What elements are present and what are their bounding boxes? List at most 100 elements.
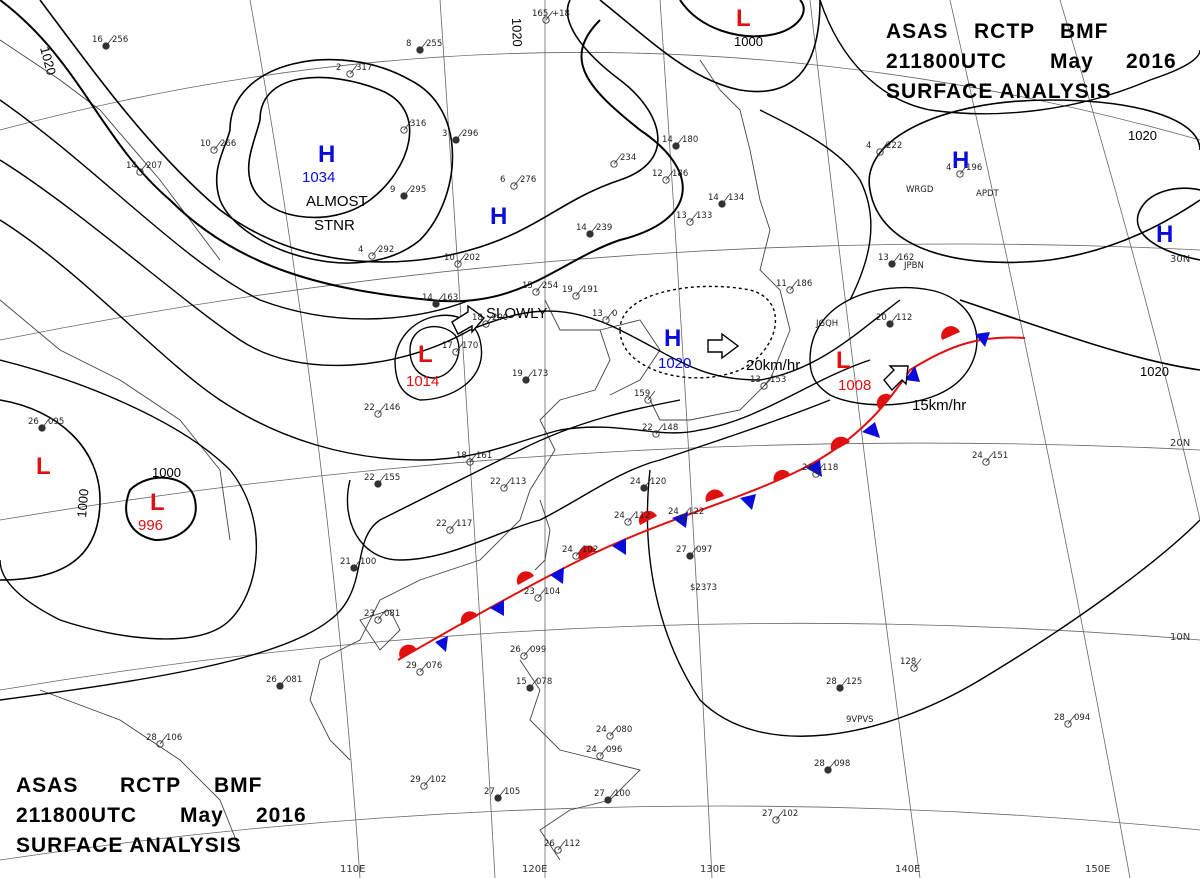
station-plot: 27 102 bbox=[762, 809, 798, 824]
station-pressure: 076 bbox=[426, 661, 442, 671]
station-plot: 24 112 bbox=[614, 511, 650, 526]
station-temperature: 15 bbox=[522, 281, 533, 291]
wind-barb-icon bbox=[423, 776, 432, 787]
header-top-line1-c: BMF bbox=[1060, 20, 1109, 43]
header-bottom-line2-a: 211800UTC bbox=[16, 804, 137, 827]
station-pressure: 105 bbox=[504, 787, 520, 797]
station-plot: 8 255 bbox=[406, 39, 442, 54]
wind-barb-icon bbox=[891, 254, 900, 265]
station-pressure: 081 bbox=[286, 675, 302, 685]
station-temperature: 13 bbox=[592, 309, 603, 319]
station-circle-icon bbox=[760, 382, 768, 390]
station-circle-icon bbox=[876, 148, 884, 156]
station-temperature: 28 bbox=[814, 759, 825, 769]
high-mongolia-value: 1034 bbox=[302, 169, 335, 186]
wind-barb-icon bbox=[675, 136, 684, 147]
station-temperature: 13 bbox=[878, 253, 889, 263]
wind-barb-icon bbox=[469, 452, 478, 463]
station-pressure: 254 bbox=[542, 281, 558, 291]
wind-barb-icon bbox=[139, 162, 148, 173]
station-temperature: 24 bbox=[562, 545, 573, 555]
header-top-line3: SURFACE ANALYSIS bbox=[886, 80, 1112, 103]
header-top-line2-b: May bbox=[1050, 50, 1094, 73]
isobar-label-east-low: 1020 bbox=[1140, 364, 1169, 379]
wind-barb-icon bbox=[607, 790, 616, 801]
wind-barb-icon bbox=[105, 36, 114, 47]
station-temperature: 6 bbox=[500, 175, 505, 185]
wind-barb-icon bbox=[575, 546, 584, 557]
station-pressure: 162 bbox=[898, 253, 914, 263]
wind-barb-icon bbox=[681, 508, 690, 519]
station-plot: 14 239 bbox=[576, 223, 612, 238]
header-top-line2-c: 2016 bbox=[1126, 50, 1177, 73]
station-circle-icon bbox=[610, 160, 618, 168]
station-plot: 15 078 bbox=[516, 677, 552, 692]
station-plot: 18 161 bbox=[456, 451, 492, 466]
station-temperature: 24 bbox=[802, 463, 813, 473]
wind-barb-icon bbox=[525, 370, 534, 381]
wind-barb-icon bbox=[605, 310, 614, 321]
lat-20-label: 20N bbox=[1170, 438, 1190, 449]
station-circle-icon bbox=[910, 664, 918, 672]
slowly-label: SLOWLY bbox=[486, 305, 547, 322]
station-plot: 28 098 bbox=[814, 759, 850, 774]
station-pressure: 173 bbox=[532, 369, 548, 379]
lon-110-label: 110E bbox=[340, 864, 365, 875]
wind-barb-icon bbox=[689, 212, 698, 223]
station-temperature: 22 bbox=[364, 473, 375, 483]
wind-barb-icon bbox=[609, 726, 618, 737]
wind-barb-icon bbox=[575, 286, 584, 297]
header-bottom-line1-c: BMF bbox=[214, 774, 263, 797]
wind-barb-icon bbox=[627, 512, 636, 523]
station-plot: 28 094 bbox=[1054, 713, 1090, 728]
station-pressure: 222 bbox=[886, 141, 902, 151]
station-circle-icon bbox=[772, 816, 780, 824]
station-temperature: 17 bbox=[442, 341, 453, 351]
wind-barb-icon bbox=[599, 746, 608, 757]
station-plot: 13 0 bbox=[592, 309, 617, 324]
station-temperature: 15 bbox=[516, 677, 527, 687]
station-plot: 24 080 bbox=[596, 725, 632, 740]
station-circle-icon bbox=[136, 168, 144, 176]
wind-barb-icon bbox=[535, 282, 544, 293]
station-pressure: 170 bbox=[462, 341, 478, 351]
station-plot: 26 081 bbox=[266, 675, 302, 690]
station-circle-icon bbox=[156, 740, 164, 748]
station-circle-icon bbox=[1064, 720, 1072, 728]
wind-barb-icon bbox=[613, 154, 622, 165]
station-circle-icon bbox=[678, 514, 686, 522]
wind-barb-icon bbox=[665, 170, 674, 181]
station-plot: 17 170 bbox=[442, 341, 478, 356]
wind-barb-icon bbox=[815, 464, 824, 475]
header-top: ASAS RCTP BMF 211800UTC May 2016 SURFACE… bbox=[886, 20, 1177, 103]
low-bay-symbol: L bbox=[150, 489, 165, 516]
station-circle-icon bbox=[554, 846, 562, 854]
wind-barb-icon bbox=[721, 194, 730, 205]
isobar-label-nw: 1020 bbox=[37, 45, 59, 77]
station-temperature: 4 bbox=[866, 141, 871, 151]
wind-barb-icon bbox=[455, 342, 464, 353]
wind-barb-icon bbox=[449, 520, 458, 531]
station-circle-icon bbox=[482, 320, 490, 328]
station-plot: 26 099 bbox=[510, 645, 546, 660]
station-plot: 3 296 bbox=[442, 129, 478, 144]
wind-barb-icon bbox=[513, 176, 522, 187]
station-plot: 165 +18 bbox=[532, 9, 570, 24]
station-circle-icon bbox=[400, 126, 408, 134]
station-plot: 4 222 bbox=[866, 141, 902, 156]
wind-barb-icon bbox=[763, 376, 772, 387]
station-pressure: 186 bbox=[672, 169, 688, 179]
station-temperature: 2 bbox=[336, 63, 341, 73]
station-circle-icon bbox=[606, 732, 614, 740]
station-circle-icon bbox=[572, 292, 580, 300]
high-sea-value: 1020 bbox=[658, 355, 691, 372]
wind-barb-icon bbox=[985, 452, 994, 463]
station-pressure: 186 bbox=[796, 279, 812, 289]
isobar-label-bay-inner: 1000 bbox=[152, 465, 181, 480]
station-pressure: 080 bbox=[616, 725, 632, 735]
station-plot: 23 081 bbox=[364, 609, 400, 624]
pressure-systems: H 1034 H H 1020 H H L L 1014 L L 996 L 1… bbox=[36, 5, 1173, 534]
station-plot: 6 276 bbox=[500, 175, 536, 190]
wind-barb-icon bbox=[647, 390, 656, 401]
